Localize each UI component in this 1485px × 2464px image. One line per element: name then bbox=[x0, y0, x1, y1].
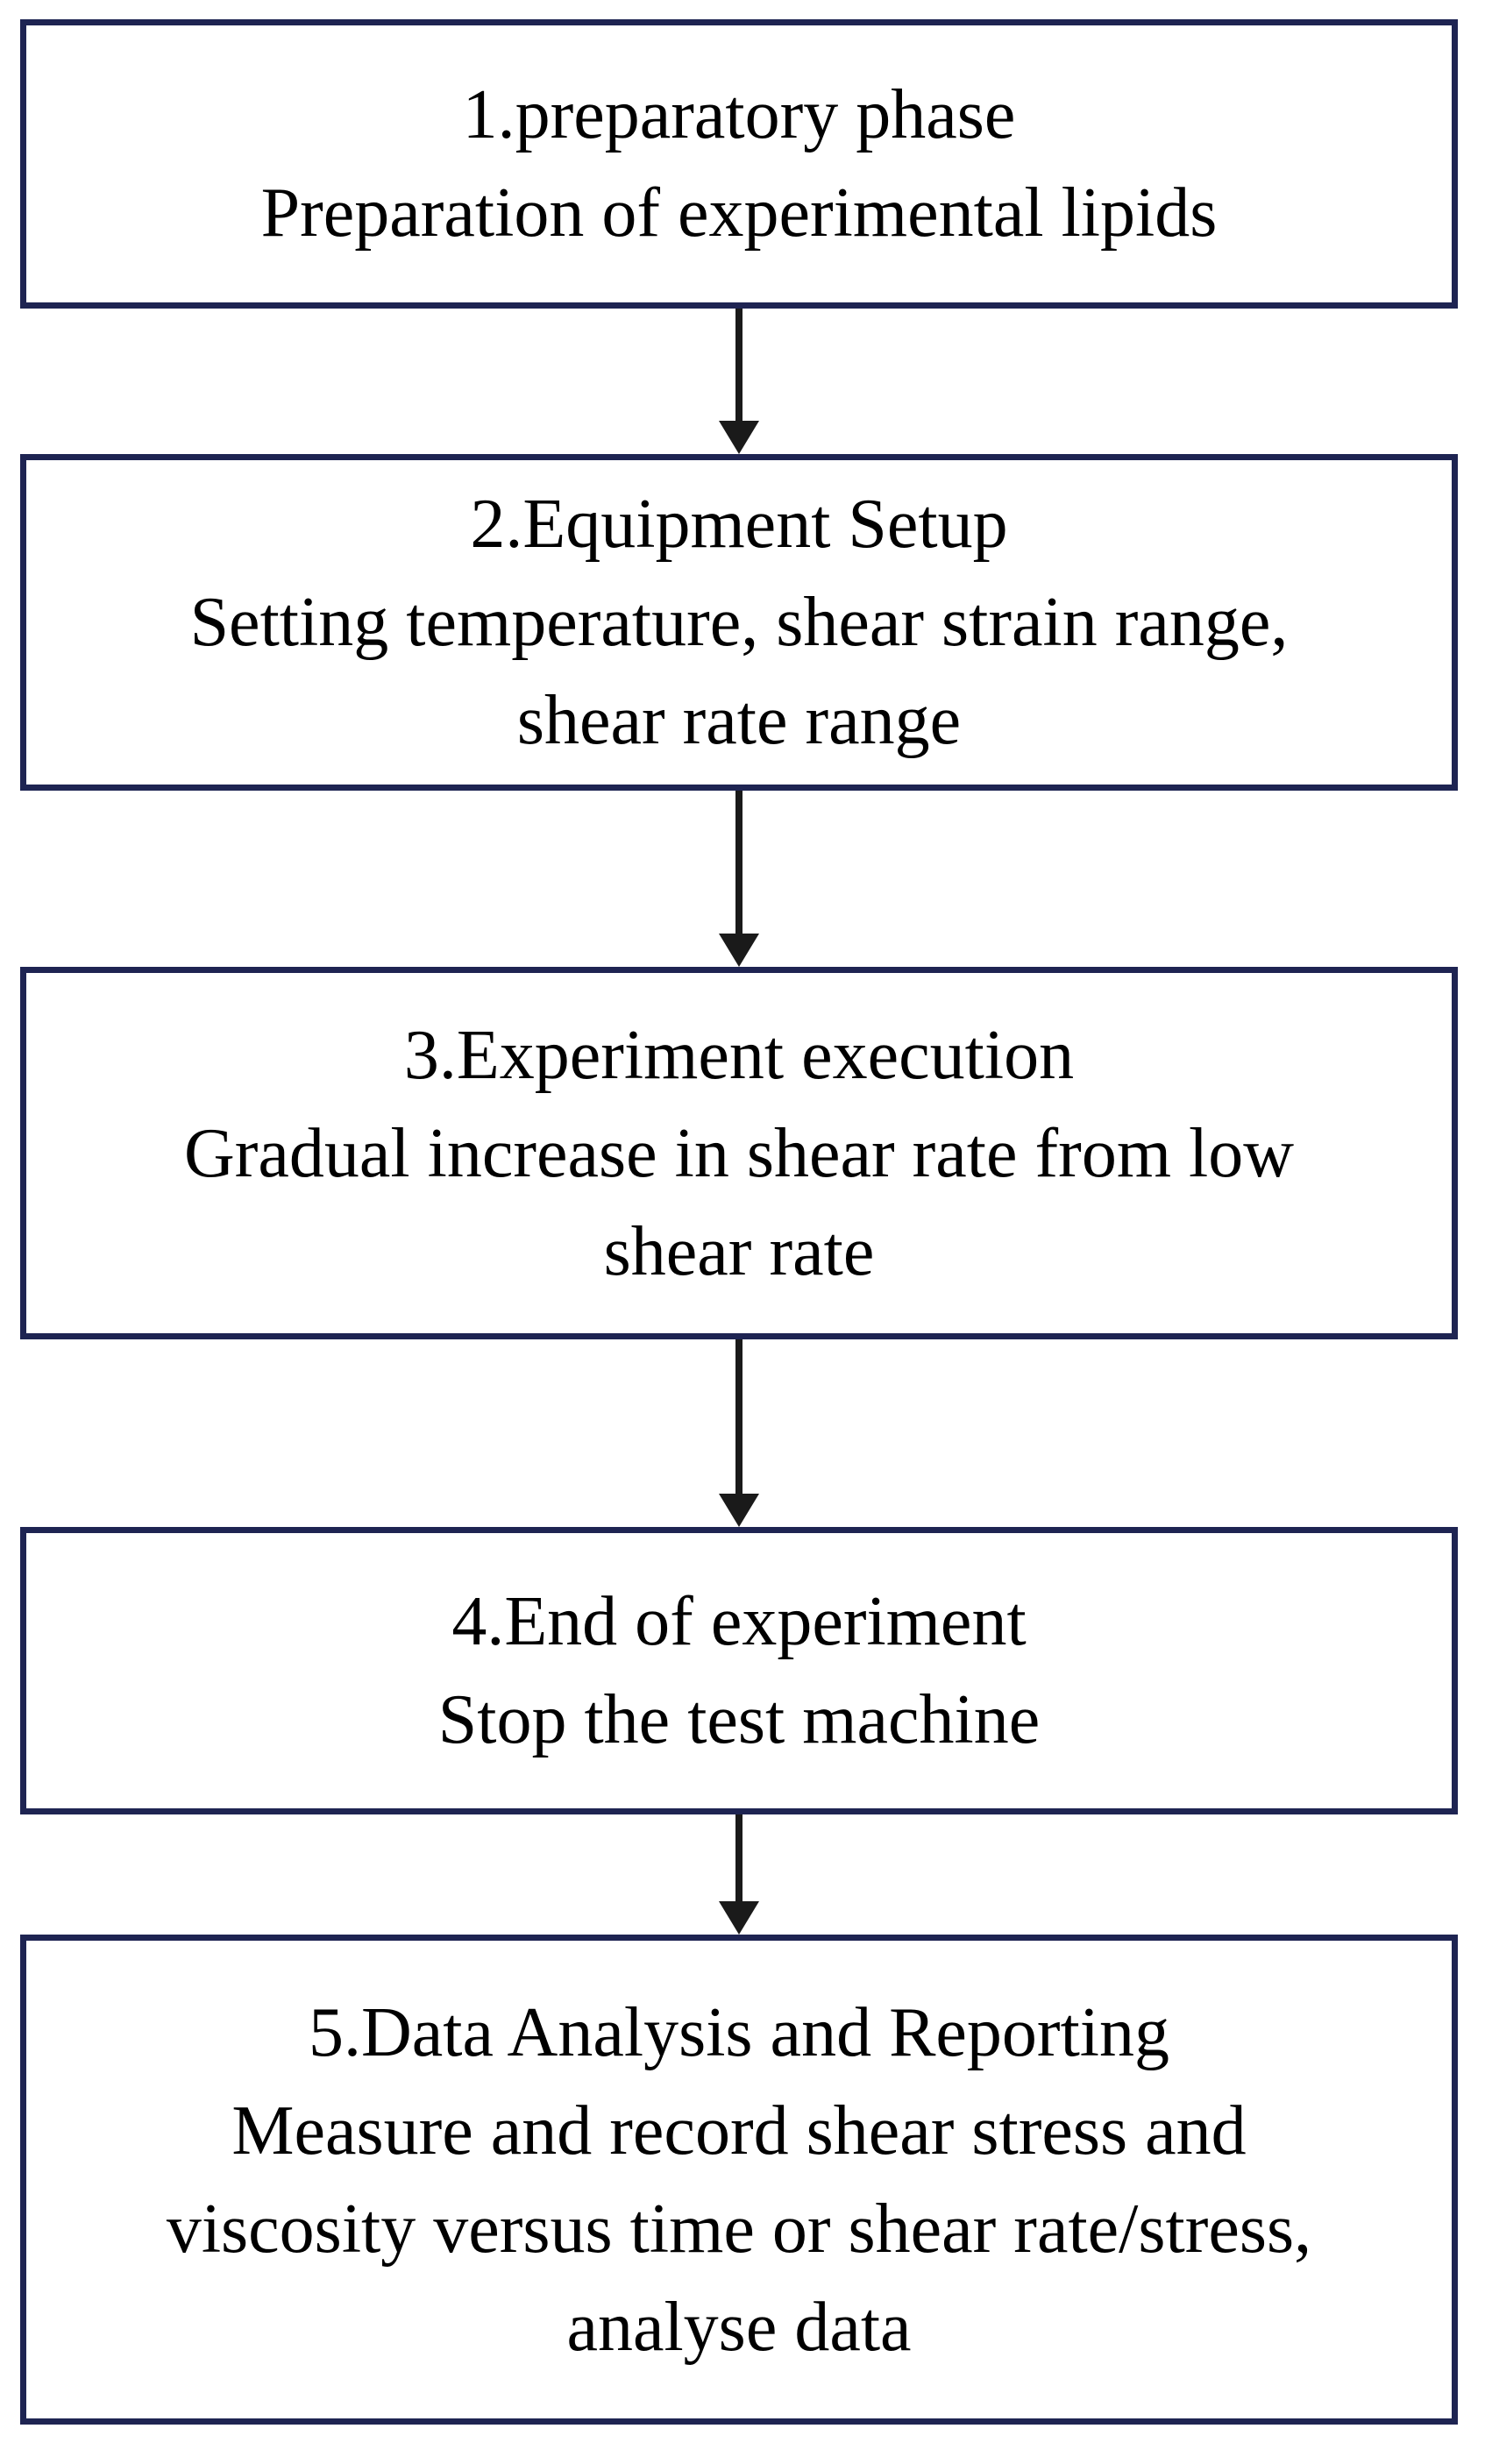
step-detail: Stop the test machine bbox=[437, 1681, 1041, 1758]
step-title: 3.Experiment execution bbox=[403, 1016, 1075, 1094]
arrow-down-icon bbox=[719, 1901, 759, 1935]
flow-arrow-3 bbox=[20, 1339, 1458, 1527]
step-box-experiment-execution: 3.Experiment execution Gradual increase … bbox=[20, 967, 1458, 1339]
step-detail: Preparation of experimental lipids bbox=[260, 174, 1218, 252]
step-title: 2.Equipment Setup bbox=[470, 486, 1008, 563]
step-detail: Gradual increase in shear rate from low bbox=[183, 1114, 1295, 1192]
step-title: 5.Data Analysis and Reporting bbox=[308, 1993, 1170, 2071]
arrow-shaft bbox=[735, 1339, 742, 1495]
step-box-preparatory-phase: 1.preparatory phase Preparation of exper… bbox=[20, 19, 1458, 309]
arrow-down-icon bbox=[719, 421, 759, 454]
step-title: 4.End of experiment bbox=[451, 1583, 1027, 1660]
arrow-down-icon bbox=[719, 1494, 759, 1527]
step-detail: Measure and record shear stress and bbox=[231, 2091, 1247, 2169]
step-detail: shear rate bbox=[603, 1212, 875, 1290]
flow-arrow-2 bbox=[20, 791, 1458, 967]
arrow-down-icon bbox=[719, 934, 759, 967]
step-detail: shear rate range bbox=[516, 682, 962, 759]
step-detail: Setting temperature, shear strain range, bbox=[189, 584, 1289, 661]
step-detail: analyse data bbox=[566, 2288, 912, 2366]
step-title: 1.preparatory phase bbox=[462, 76, 1016, 153]
step-box-data-analysis-reporting: 5.Data Analysis and Reporting Measure an… bbox=[20, 1935, 1458, 2425]
arrow-shaft bbox=[735, 791, 742, 934]
arrow-shaft bbox=[735, 309, 742, 422]
flow-arrow-1 bbox=[20, 309, 1458, 454]
step-box-equipment-setup: 2.Equipment Setup Setting temperature, s… bbox=[20, 454, 1458, 791]
arrow-shaft bbox=[735, 1814, 742, 1902]
step-box-end-of-experiment: 4.End of experiment Stop the test machin… bbox=[20, 1527, 1458, 1814]
step-detail: viscosity versus time or shear rate/stre… bbox=[166, 2190, 1312, 2268]
flow-arrow-4 bbox=[20, 1814, 1458, 1935]
